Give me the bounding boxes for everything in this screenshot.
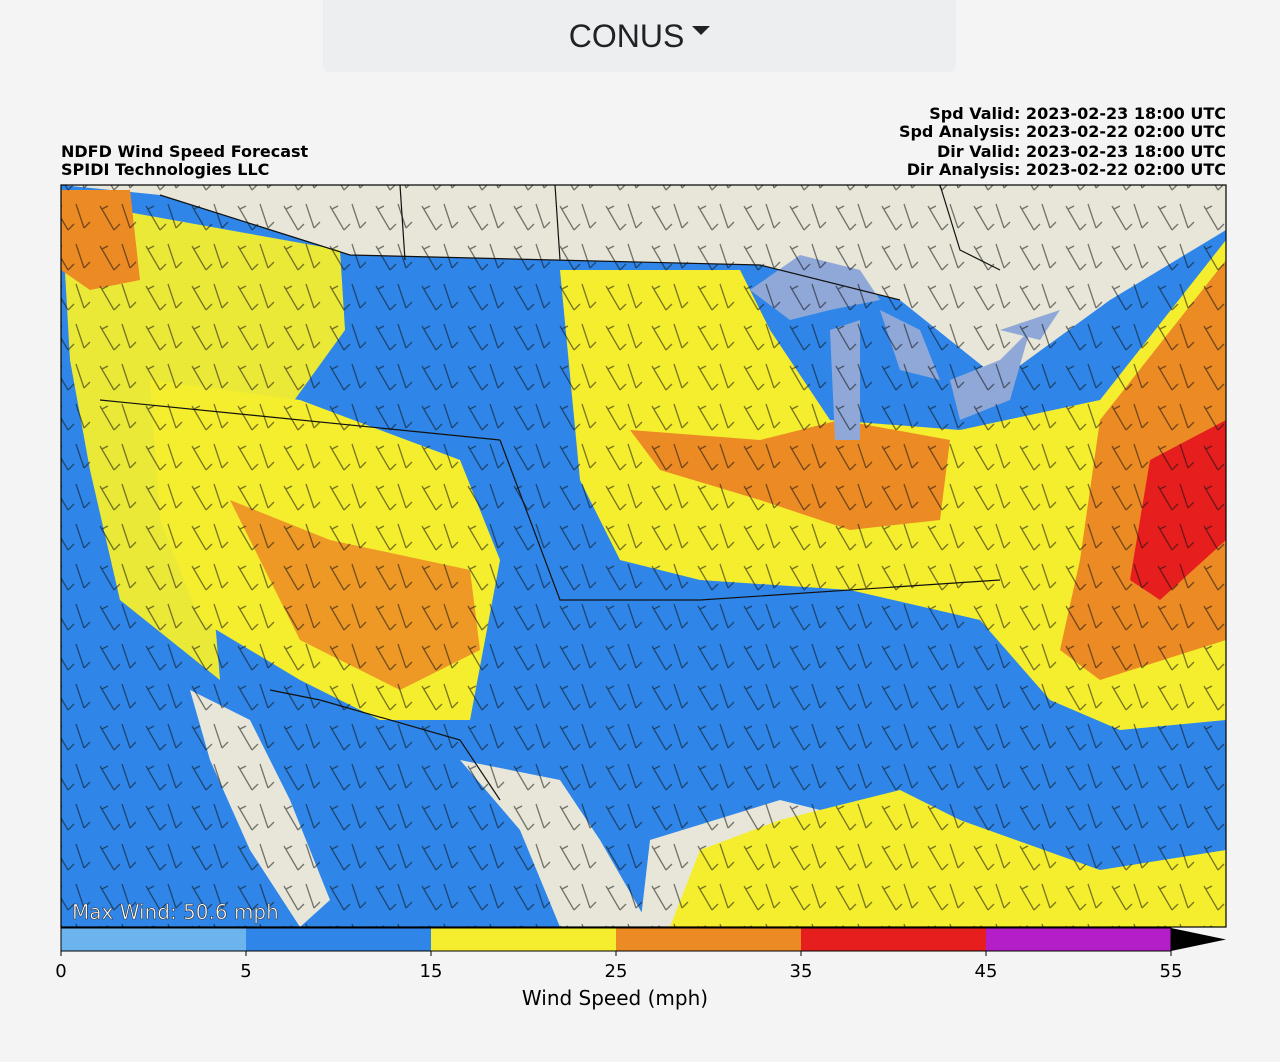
valid-line: Dir Analysis: 2023-02-22 02:00 UTC bbox=[907, 160, 1226, 179]
colorbar-tick-label: 0 bbox=[55, 961, 66, 982]
max-wind: Max Wind: 50.6 mph bbox=[72, 900, 279, 924]
valid-line: Spd Valid: 2023-02-23 18:00 UTC bbox=[929, 104, 1226, 123]
colorbar-extend bbox=[1171, 928, 1226, 951]
colorbar-tick-label: 35 bbox=[790, 961, 813, 982]
valid-line: Spd Analysis: 2023-02-22 02:00 UTC bbox=[899, 122, 1226, 141]
map bbox=[61, 185, 1226, 927]
colorbar-tick-label: 5 bbox=[240, 961, 251, 982]
colorbar-label: Wind Speed (mph) bbox=[522, 986, 708, 1010]
colorbar-tick-label: 15 bbox=[420, 961, 443, 982]
colorbar-segment bbox=[431, 928, 616, 951]
region-dropdown[interactable]: CONUS bbox=[323, 0, 956, 72]
region-label: CONUS bbox=[568, 17, 685, 54]
colorbar-tick-label: 25 bbox=[605, 961, 628, 982]
caret bbox=[692, 25, 711, 35]
title-line: NDFD Wind Speed Forecast bbox=[61, 142, 309, 161]
colorbar-tick-label: 55 bbox=[1160, 961, 1183, 982]
map-frame bbox=[60, 184, 1227, 928]
colorbar-segment bbox=[246, 928, 431, 951]
valid-line: Dir Valid: 2023-02-23 18:00 UTC bbox=[937, 142, 1226, 161]
colorbar-tick-label: 45 bbox=[975, 961, 998, 982]
title-line: SPIDI Technologies LLC bbox=[61, 160, 269, 179]
colorbar-segment bbox=[61, 928, 246, 951]
colorbar-segment bbox=[801, 928, 986, 951]
colorbar-segment bbox=[616, 928, 801, 951]
colorbar-segment bbox=[986, 928, 1171, 951]
